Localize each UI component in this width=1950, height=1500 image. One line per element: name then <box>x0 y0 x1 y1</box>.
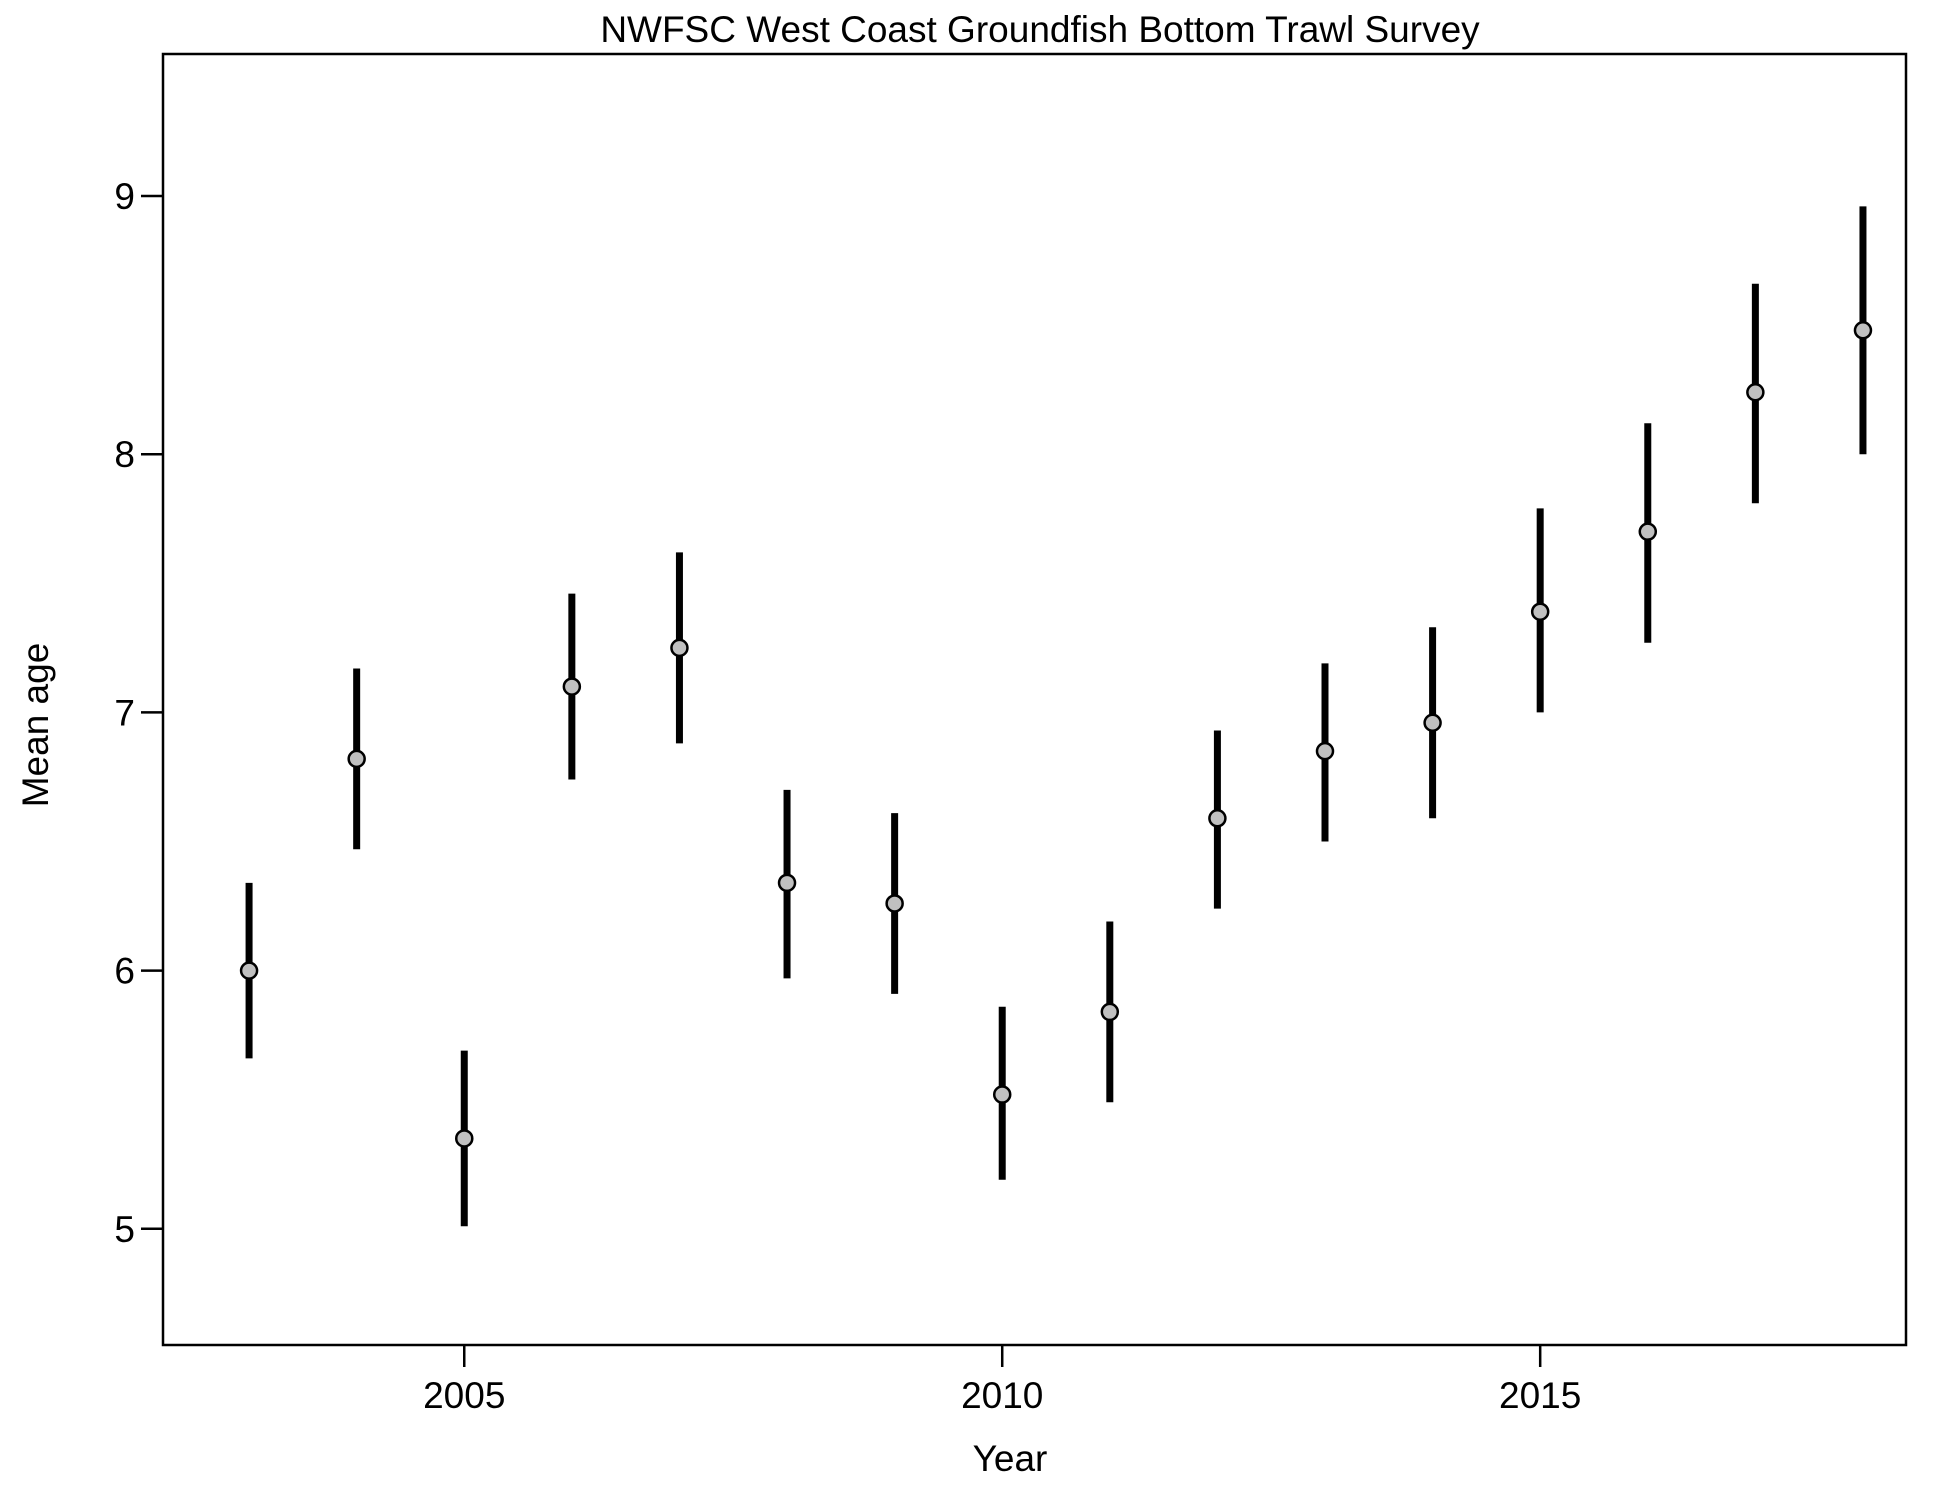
y-axis-label: Mean age <box>15 643 56 808</box>
x-axis-label: Year <box>973 1438 1048 1479</box>
data-point <box>1208 809 1227 828</box>
chart-title: NWFSC West Coast Groundfish Bottom Trawl… <box>600 9 1480 50</box>
y-tick-label: 9 <box>114 176 135 217</box>
data-point <box>992 1085 1012 1104</box>
y-tick-label: 7 <box>114 692 135 733</box>
data-point <box>1315 741 1335 761</box>
plot-area: 5 6 7 8 9 2005 2010 2015 <box>114 52 1908 1416</box>
data-point <box>1746 382 1765 402</box>
data-point <box>1853 321 1873 340</box>
y-tick-label: 6 <box>114 951 135 992</box>
x-tick-label: 2005 <box>423 1375 505 1416</box>
data-point <box>777 873 797 893</box>
data-point <box>1530 602 1550 621</box>
data-point <box>239 961 259 980</box>
y-tick-label: 5 <box>114 1209 135 1250</box>
x-tick-label: 2015 <box>1499 1375 1581 1416</box>
data-point <box>455 1129 474 1148</box>
data-point <box>562 677 582 696</box>
data-point <box>1638 522 1658 541</box>
data-point <box>1100 1002 1120 1022</box>
data-point <box>885 894 904 913</box>
x-tick-label: 2010 <box>961 1375 1043 1416</box>
plot-frame <box>161 52 1908 1347</box>
data-point <box>1423 713 1442 732</box>
y-tick-label: 8 <box>114 434 135 475</box>
data-point <box>670 638 689 658</box>
data-point <box>347 749 366 769</box>
